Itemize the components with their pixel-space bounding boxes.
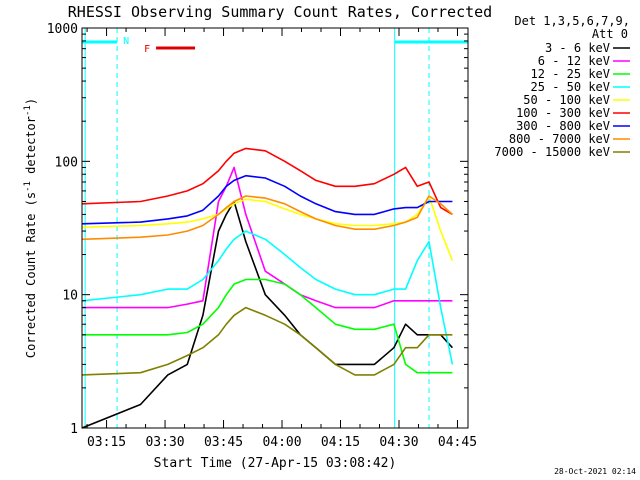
y-tick-label: 100 <box>55 155 78 170</box>
series-line <box>81 174 453 225</box>
y-axis-label: Corrected Count Rate (s-1 detector-1) <box>23 98 38 358</box>
y-tick-label: 1000 <box>47 22 78 37</box>
series-line <box>81 200 453 429</box>
plot-frame <box>81 27 469 429</box>
series-line <box>82 278 453 374</box>
y-axis: 1 10 100 1000 <box>47 22 468 437</box>
x-tick-label: 03:15 <box>87 435 126 450</box>
n-bar-label: N <box>123 36 129 47</box>
series-line <box>81 195 453 241</box>
x-tick-label: 04:30 <box>379 435 418 450</box>
legend-header-line-2: Att 0 <box>592 27 628 41</box>
series-line <box>81 230 454 365</box>
y-tick-label: 1 <box>70 422 78 437</box>
x-tick-label: 03:45 <box>204 435 243 450</box>
series-line <box>81 147 453 216</box>
series-line <box>81 195 454 261</box>
x-tick-label: 04:00 <box>262 435 301 450</box>
y-tick-label: 10 <box>62 289 78 304</box>
legend-header-line-1: Det 1,3,5,6,7,9, <box>514 14 630 28</box>
footer-timestamp: 28-Oct-2021 02:14 <box>554 467 636 476</box>
x-tick-label: 04:15 <box>321 435 360 450</box>
legend-label: 100 - 300 keV <box>516 106 610 120</box>
legend-label: 300 - 800 keV <box>516 119 610 133</box>
x-tick-label: 03:30 <box>145 435 184 450</box>
legend-label: 50 - 100 keV <box>523 93 610 107</box>
legend-label: 7000 - 15000 keV <box>494 145 610 159</box>
series-line <box>81 306 453 376</box>
x-axis-label: Start Time (27-Apr-15 03:08:42) <box>154 456 397 471</box>
legend-label: 800 - 7000 keV <box>509 132 610 146</box>
plot-area: NF <box>81 28 468 429</box>
f-bar-label: F <box>144 44 150 55</box>
legend-label: 12 - 25 keV <box>531 67 610 81</box>
chart-title: RHESSI Observing Summary Count Rates, Co… <box>68 3 492 21</box>
x-axis: 03:15 03:30 03:45 04:00 04:15 04:30 04:45 <box>86 28 477 450</box>
legend-label: 25 - 50 keV <box>531 80 610 94</box>
legend-label: 6 - 12 keV <box>538 54 610 68</box>
legend-label: 3 - 6 keV <box>545 41 610 55</box>
x-tick-label: 04:45 <box>438 435 477 450</box>
